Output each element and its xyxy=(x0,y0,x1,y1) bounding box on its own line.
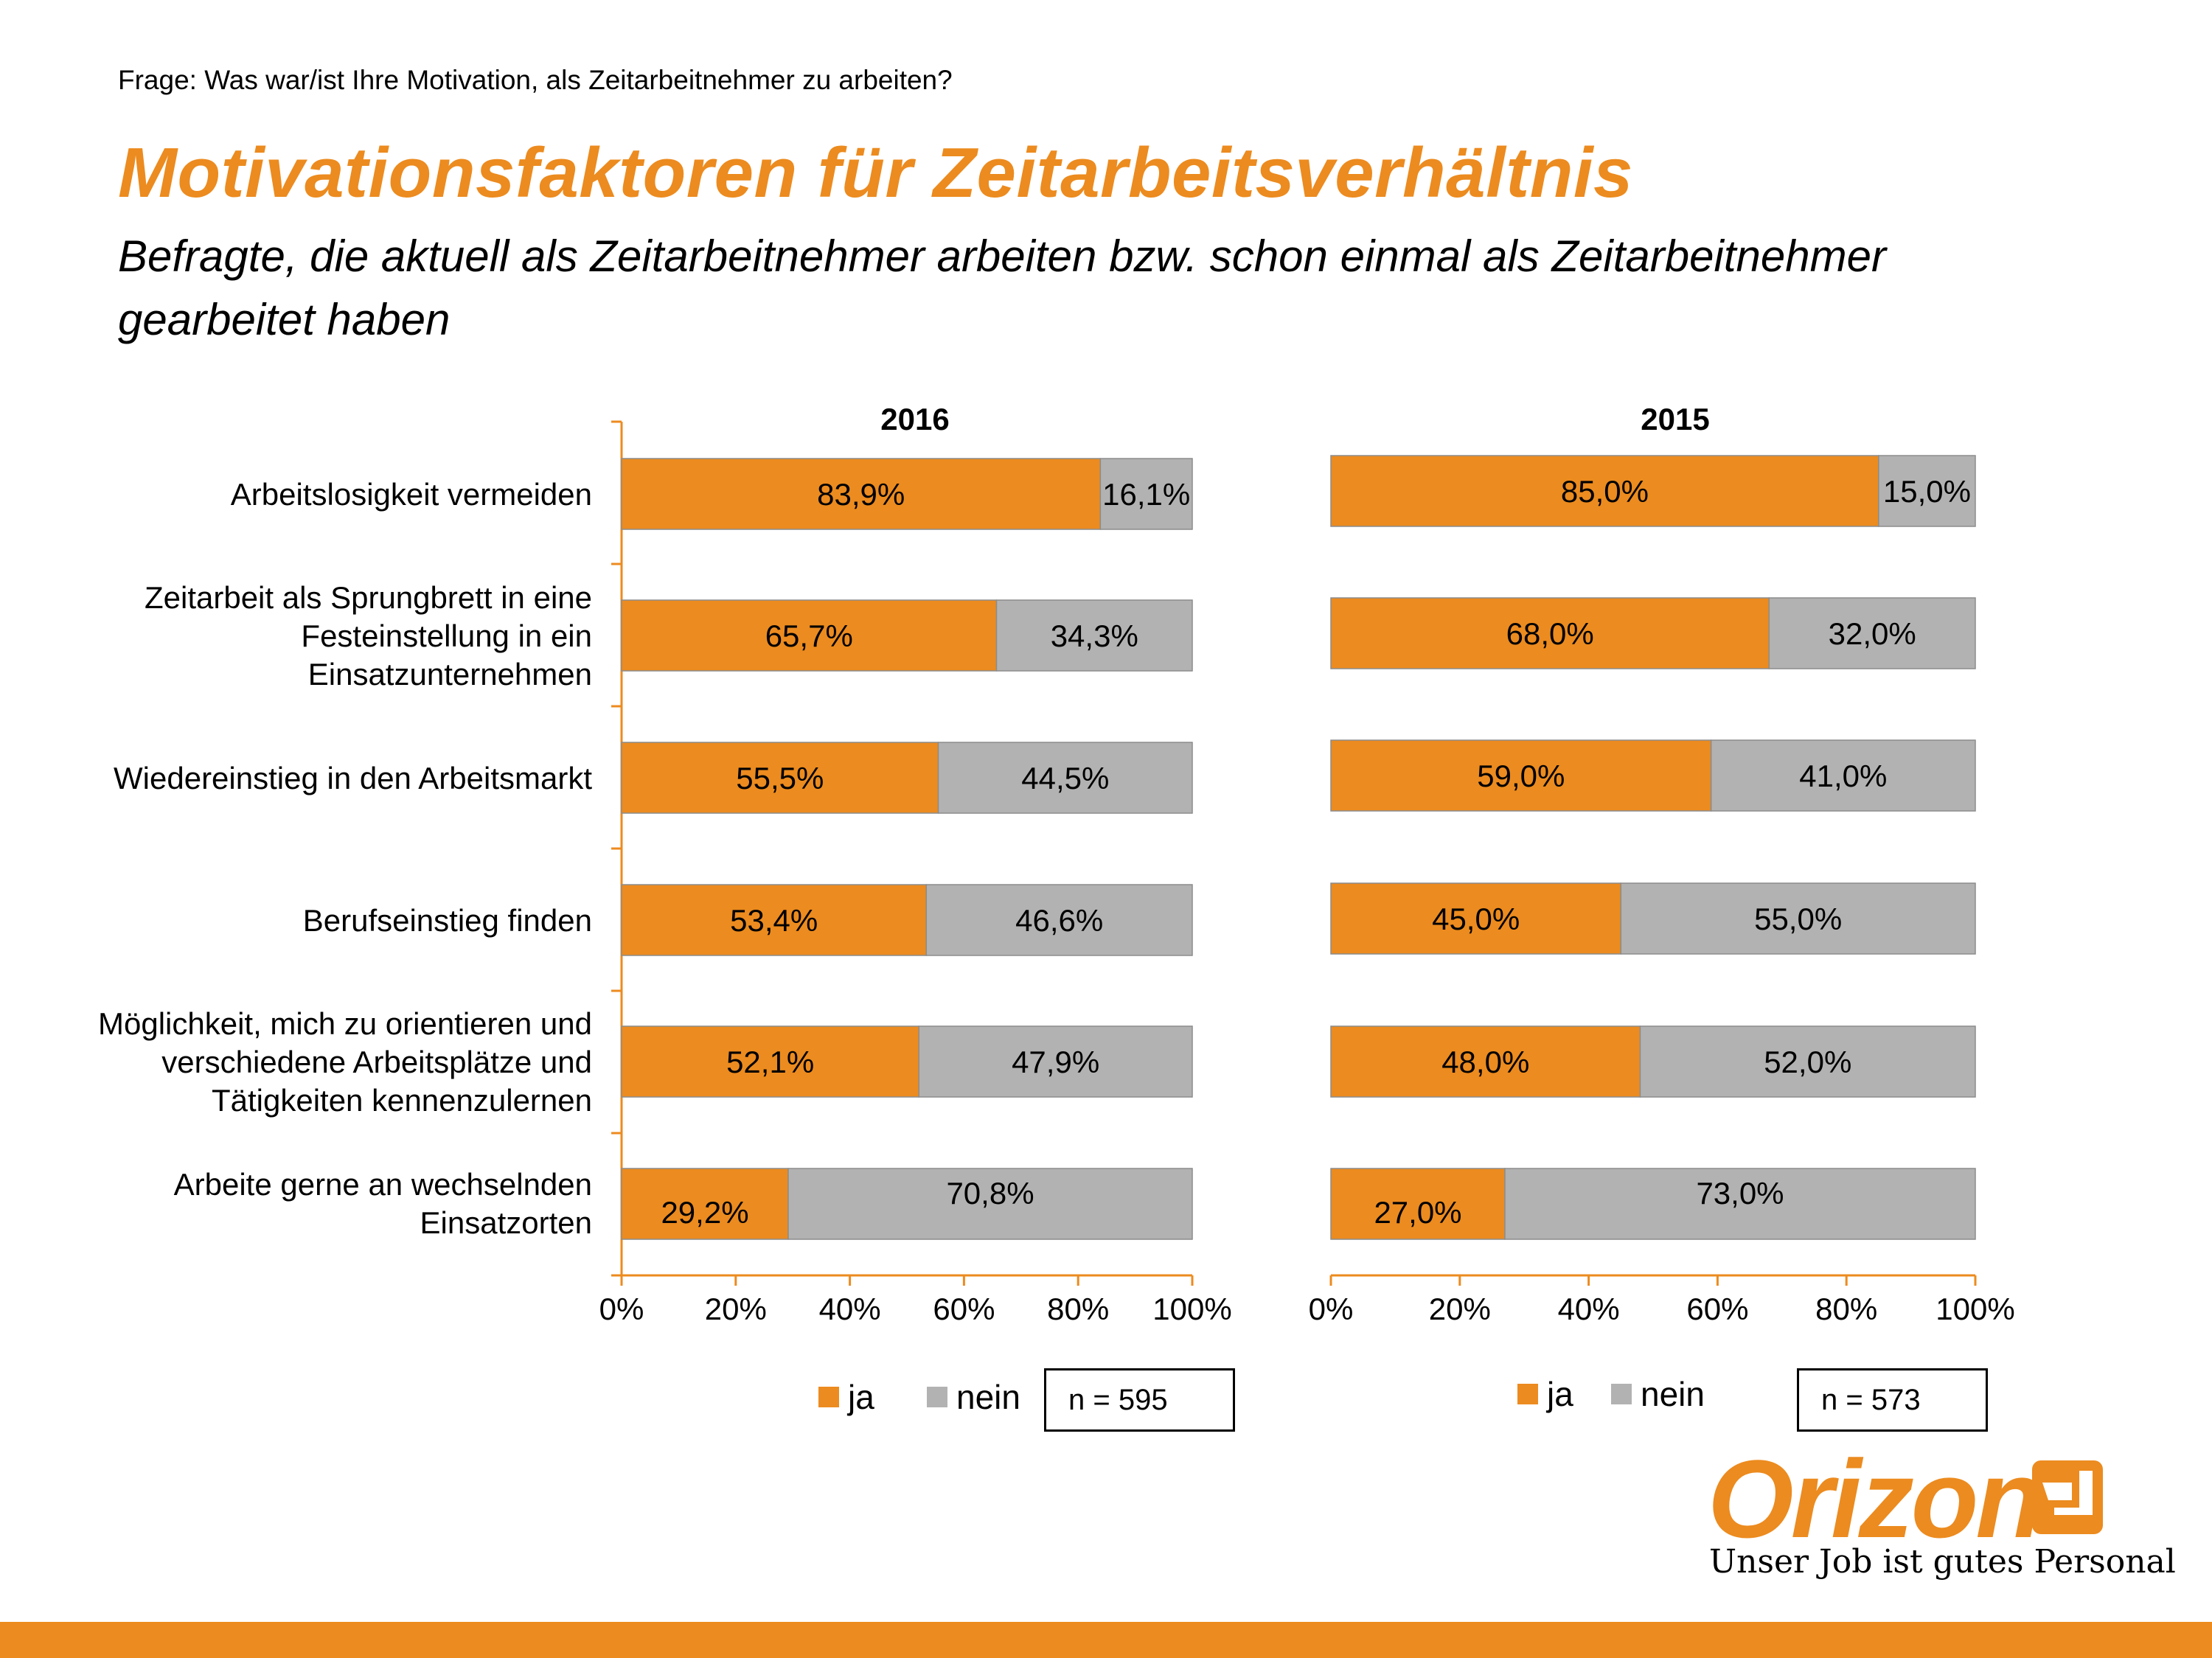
bar-ja xyxy=(1330,882,1622,955)
category-label: Arbeite gerne an wechselnden xyxy=(174,1167,592,1202)
category-label: Einsatzunternehmen xyxy=(308,657,592,692)
x-tick-label: 20% xyxy=(705,1292,767,1326)
data-label-ja: 68,0% xyxy=(1506,616,1594,651)
data-label-ja: 85,0% xyxy=(1561,474,1649,509)
bar-nein xyxy=(995,599,1193,672)
data-label-nein: 44,5% xyxy=(1021,761,1109,795)
x-tick-label: 0% xyxy=(599,1292,644,1326)
x-tick-label: 80% xyxy=(1815,1292,1877,1326)
logo-wordmark: Orizon xyxy=(1708,1437,2043,1561)
category-label: Arbeitslosigkeit vermeiden xyxy=(231,477,592,512)
data-label-ja: 29,2% xyxy=(661,1195,748,1230)
legend-label-ja: ja xyxy=(848,1378,874,1416)
bar-ja xyxy=(621,1168,789,1240)
data-label-ja: 83,9% xyxy=(817,477,905,512)
data-label-nein: 46,6% xyxy=(1015,903,1103,938)
logo-tagline: Unser Job ist gutes Personal xyxy=(1709,1543,2176,1581)
bar-ja xyxy=(1330,1168,1506,1240)
legend-label-ja: ja xyxy=(1547,1375,1573,1413)
category-label: Festeinstellung in ein xyxy=(301,619,592,653)
bar-nein xyxy=(918,1025,1193,1098)
category-label: Einsatzorten xyxy=(420,1205,592,1240)
sample-size-box-2016: n = 595 xyxy=(1044,1368,1235,1432)
category-label: Berufseinstieg finden xyxy=(303,903,592,938)
x-tick-label: 0% xyxy=(1309,1292,1354,1326)
category-label: verschiedene Arbeitsplätze und xyxy=(161,1045,592,1079)
data-label-nein: 47,9% xyxy=(1012,1045,1099,1079)
category-label: Möglichkeit, mich zu orientieren und xyxy=(98,1006,592,1041)
legend-label-nein: nein xyxy=(1641,1375,1705,1413)
data-label-nein: 15,0% xyxy=(1883,474,1971,509)
bar-nein xyxy=(1768,597,1976,669)
legend-swatch-ja xyxy=(1517,1384,1538,1404)
data-label-ja: 53,4% xyxy=(730,903,818,938)
footer-accent-bar xyxy=(0,1622,2212,1658)
bar-ja xyxy=(1330,1025,1641,1098)
x-tick-label: 60% xyxy=(933,1292,995,1326)
bar-nein xyxy=(1639,1025,1976,1098)
data-label-nein: 32,0% xyxy=(1829,616,1916,651)
legend-nein-2015: nein xyxy=(1611,1374,1705,1414)
data-label-nein: 41,0% xyxy=(1799,759,1887,793)
x-tick-label: 40% xyxy=(1558,1292,1620,1326)
bar-nein xyxy=(1099,458,1193,530)
legend-label-nein: nein xyxy=(956,1378,1020,1416)
data-label-ja: 59,0% xyxy=(1477,759,1565,793)
bar-ja xyxy=(1330,739,1712,812)
bar-nein xyxy=(1620,882,1976,955)
data-label-nein: 70,8% xyxy=(946,1176,1034,1211)
data-label-nein: 16,1% xyxy=(1102,477,1190,512)
bar-nein xyxy=(1878,455,1976,527)
chart-title-2015: 2015 xyxy=(1641,402,1709,436)
x-tick-label: 20% xyxy=(1429,1292,1491,1326)
legend-nein-2016: nein xyxy=(927,1377,1020,1417)
bar-ja xyxy=(621,599,998,672)
sample-size-2015: n = 573 xyxy=(1821,1383,1921,1416)
data-label-nein: 34,3% xyxy=(1051,619,1138,653)
x-tick-label: 100% xyxy=(1935,1292,2014,1326)
logo-mark-icon xyxy=(2032,1460,2103,1534)
data-label-nein: 73,0% xyxy=(1696,1176,1784,1211)
data-label-nein: 52,0% xyxy=(1764,1045,1851,1079)
legend-swatch-ja xyxy=(818,1387,839,1407)
bar-nein xyxy=(937,742,1193,814)
bar-ja xyxy=(1330,455,1879,527)
bar-ja xyxy=(621,742,939,814)
page-title: Motivationsfaktoren für Zeitarbeitsverhä… xyxy=(118,133,1633,212)
data-label-ja: 48,0% xyxy=(1441,1045,1529,1079)
x-tick-label: 60% xyxy=(1686,1292,1748,1326)
legend-swatch-nein xyxy=(1611,1384,1632,1404)
bar-nein xyxy=(787,1168,1193,1240)
bar-nein xyxy=(1504,1168,1976,1240)
bar-nein xyxy=(1710,739,1976,812)
legend-swatch-nein xyxy=(927,1387,947,1407)
data-label-ja: 55,5% xyxy=(736,761,824,795)
orizon-logo: Orizon xyxy=(1708,1437,2106,1574)
data-label-nein: 55,0% xyxy=(1754,902,1842,936)
category-label: Zeitarbeit als Sprungbrett in eine xyxy=(145,580,592,615)
bar-ja xyxy=(621,884,928,956)
sample-size-box-2015: n = 573 xyxy=(1797,1368,1988,1432)
sample-size-2016: n = 595 xyxy=(1068,1383,1168,1416)
question-text: Frage: Was war/ist Ihre Motivation, als … xyxy=(118,65,953,95)
x-tick-label: 40% xyxy=(819,1292,881,1326)
bar-nein xyxy=(925,884,1193,956)
page-subtitle: Befragte, die aktuell als Zeitarbeitnehm… xyxy=(118,231,1886,344)
x-tick-label: 100% xyxy=(1152,1292,1231,1326)
category-label: Wiedereinstieg in den Arbeitsmarkt xyxy=(114,761,592,795)
x-tick-label: 80% xyxy=(1047,1292,1109,1326)
legend-ja-2015: ja xyxy=(1517,1374,1573,1414)
bar-ja xyxy=(621,1025,920,1098)
chart-title-2016: 2016 xyxy=(880,402,949,436)
bar-ja xyxy=(1330,597,1770,669)
bar-ja xyxy=(621,458,1102,530)
legend-ja-2016: ja xyxy=(818,1377,874,1417)
data-label-ja: 65,7% xyxy=(765,619,853,653)
data-label-ja: 52,1% xyxy=(726,1045,814,1079)
data-label-ja: 45,0% xyxy=(1432,902,1520,936)
category-label: Tätigkeiten kennenzulernen xyxy=(212,1083,592,1118)
data-label-ja: 27,0% xyxy=(1374,1195,1461,1230)
